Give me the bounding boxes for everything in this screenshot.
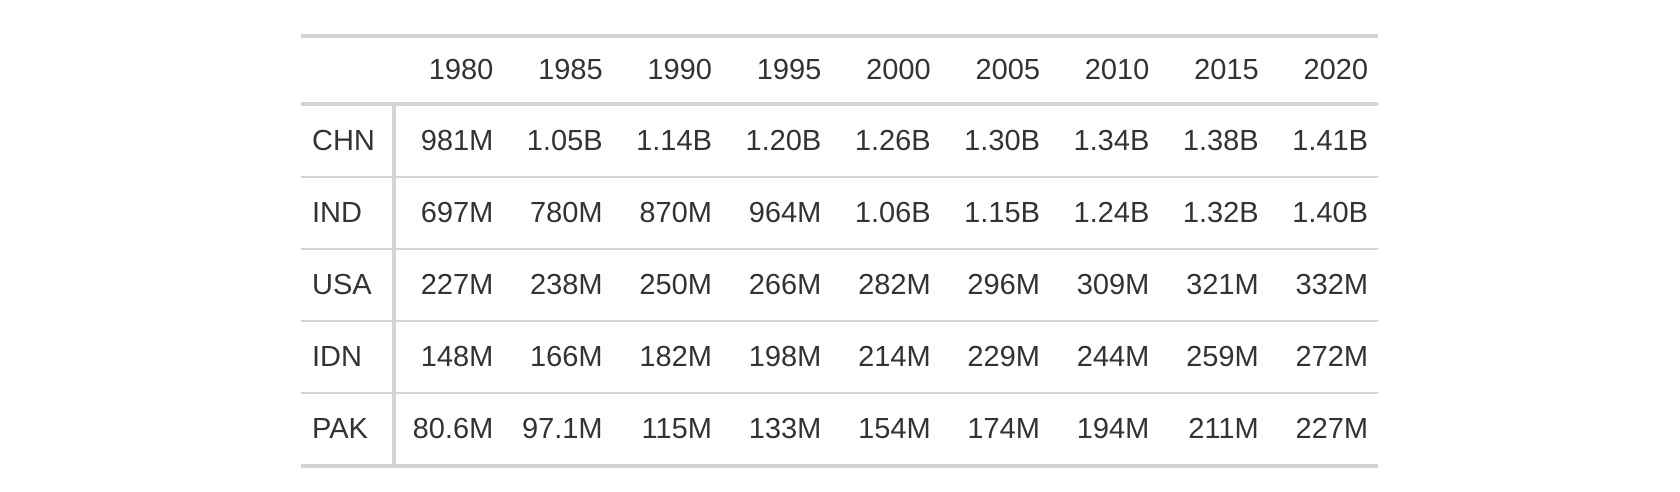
table-cell: 272M: [1268, 320, 1378, 393]
table-row: PAK 80.6M 97.1M 115M 133M 154M 174M 194M 211M 227…: [301, 392, 1378, 466]
table-cell: 214M: [831, 320, 941, 393]
table-cell: 1.38B: [1182, 124, 1259, 157]
table-cell: 154M: [831, 392, 941, 466]
header-row: 1980 1985 1990 1995 2000 2005 2010 2015 2020: [301, 36, 1378, 106]
table-cell: 259M: [1159, 320, 1269, 393]
table-cell: 97.1M: [503, 392, 613, 466]
table-row: IDN 148M 166M 182M 198M 214M 229M 244M 259M 272M: [301, 320, 1378, 393]
table-cell: 211M: [1159, 392, 1269, 466]
table-cell: 296M: [940, 248, 1050, 321]
table-cell: 1.06B: [831, 176, 941, 249]
table-row: CHN 981M 1.05B 1.14B 1.20B 1.26B 1.30B 1.34B 1.3…: [301, 104, 1378, 177]
column-header-1980: 1980: [393, 36, 504, 106]
column-header-2005: 2005: [940, 36, 1050, 106]
population-table: 1980 1985 1990 1995 2000 2005 2010 2015 2020 CHN…: [301, 34, 1378, 468]
table-cell: 1.40B: [1268, 176, 1378, 249]
table-cell: 174M: [940, 392, 1050, 466]
table-cell: 981M: [420, 124, 494, 157]
table-cell: 1.41B: [1292, 124, 1368, 157]
table-cell: 238M: [503, 248, 613, 321]
table-cell: 182M: [612, 320, 722, 393]
column-header-2010: 2010: [1049, 36, 1160, 106]
column-header-1990: 1990: [612, 36, 722, 106]
column-header-2000: 2000: [831, 36, 941, 106]
table-cell: 321M: [1159, 248, 1269, 321]
table-cell: 1.30B: [964, 124, 1040, 157]
table-cell: 194M: [1049, 392, 1160, 466]
row-label: CHN: [301, 104, 396, 177]
table-cell: 227M: [1268, 392, 1378, 466]
table-cell: 1.26B: [854, 124, 931, 157]
table-cell: 697M: [393, 176, 504, 249]
row-label: IND: [301, 176, 396, 249]
table-cell: 282M: [831, 248, 941, 321]
table-cell: 1.15B: [940, 176, 1050, 249]
table-cell: 870M: [612, 176, 722, 249]
stub-header-cell: [301, 36, 394, 106]
table-cell: 332M: [1268, 248, 1378, 321]
table-cell: 266M: [721, 248, 832, 321]
table-cell: 1.14B: [636, 124, 712, 157]
table-row: USA 227M 238M 250M 266M 282M 296M 309M 321M 332M: [301, 248, 1378, 321]
table-cell: 198M: [721, 320, 832, 393]
table-cell: 1.34B: [1073, 124, 1150, 157]
table-cell: 244M: [1049, 320, 1160, 393]
table-row: IND 697M 780M 870M 964M 1.06B 1.15B 1.24B 1.32B 1…: [301, 176, 1378, 249]
table-cell: 309M: [1049, 248, 1160, 321]
table-cell: 1.05B: [526, 124, 603, 157]
table-cell: 229M: [940, 320, 1050, 393]
column-header-2015: 2015: [1159, 36, 1269, 106]
row-label: IDN: [301, 320, 396, 393]
table-cell: 115M: [612, 392, 722, 466]
column-header-1985: 1985: [503, 36, 613, 106]
table-cell: 1.24B: [1049, 176, 1160, 249]
table-cell: 148M: [393, 320, 504, 393]
table-header: 1980 1985 1990 1995 2000 2005 2010 2015 2020: [301, 36, 1378, 106]
table-cell: 227M: [393, 248, 504, 321]
population-table-container: 1980 1985 1990 1995 2000 2005 2010 2015 2020 CHN…: [301, 34, 1378, 468]
table-body: CHN 981M 1.05B 1.14B 1.20B 1.26B 1.30B 1.34B 1.3…: [301, 104, 1378, 466]
table-cell: 780M: [503, 176, 613, 249]
row-label: USA: [301, 248, 396, 321]
column-header-2020: 2020: [1268, 36, 1378, 106]
table-cell: 964M: [721, 176, 832, 249]
table-cell: 1.32B: [1159, 176, 1269, 249]
table-cell: 133M: [721, 392, 832, 466]
table-cell: 1.20B: [745, 124, 822, 157]
table-cell: 250M: [612, 248, 722, 321]
table-cell: 80.6M: [393, 392, 504, 466]
column-header-1995: 1995: [721, 36, 832, 106]
table-cell: 166M: [503, 320, 613, 393]
row-label: PAK: [301, 392, 396, 466]
